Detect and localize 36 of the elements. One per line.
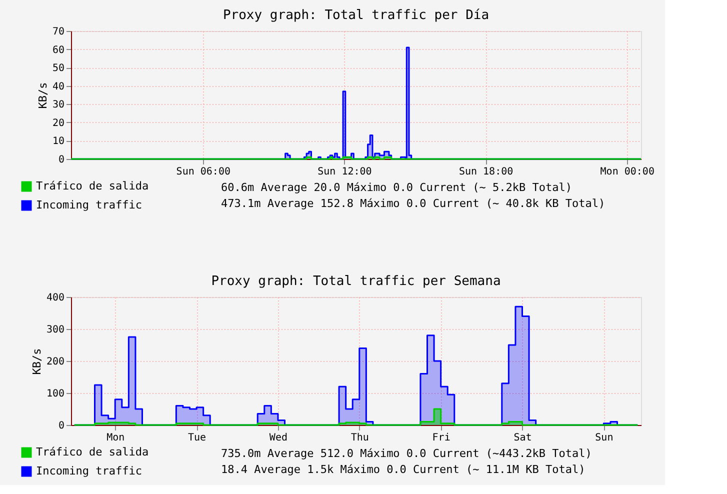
x-tick-label: Mon 00:00 (600, 166, 654, 178)
text: 473.1m Average 152.8 Máximo 0.0 Current (~ 40.8k KB Total) (221, 197, 606, 210)
legend-label: Incoming traffic (36, 198, 142, 212)
legend-label: Tráfico de salida (36, 180, 149, 192)
text: 18.4 Average 1.5k Máximo 0.0 Current (~ 11.1M KB Total) (221, 463, 586, 476)
text: 735.0m Average 512.0 Máximo 0.0 Current (~443.2kB Total) (221, 447, 592, 460)
y-tick-label: 0 (58, 420, 64, 432)
x-tick-label: Tue (188, 432, 206, 444)
x-tick-label: Sun 18:00 (458, 166, 514, 178)
y-tick-label: 100 (46, 388, 64, 400)
y-tick-label: 30 (52, 100, 64, 111)
legend-label: Incoming traffic (36, 464, 142, 478)
y-tick-label: 60 (52, 44, 64, 56)
x-tick-label: Wed (269, 432, 288, 444)
chart-title: Proxy graph: Total traffic per Semana (211, 274, 501, 289)
y-tick-label: 20 (52, 118, 64, 129)
legend-label: Tráfico de salida (36, 446, 149, 458)
y-tick-label: 0 (58, 154, 64, 166)
x-tick-label: Sun 06:00 (176, 166, 230, 178)
y-tick-label: 70 (52, 26, 64, 38)
text: 60.6m Average 20.0 Máximo 0.0 Current (~ 5.2kB Total) (221, 181, 572, 194)
y-axis-title: KB/s (36, 82, 50, 109)
y-tick-label: 10 (52, 136, 64, 148)
x-tick-label: Thu (350, 432, 369, 444)
y-tick-label: 200 (46, 356, 64, 368)
chart-title: Proxy graph: Total traffic per Día (222, 8, 490, 23)
x-tick-label: Sat (514, 432, 532, 444)
y-tick-label: 40 (52, 81, 64, 92)
x-tick-label: Sun (595, 432, 614, 444)
y-tick-label: 400 (46, 292, 64, 304)
x-tick-label: Sun 12:00 (318, 166, 372, 178)
y-tick-label: 50 (52, 63, 64, 74)
x-tick-label: Mon (106, 432, 125, 444)
x-tick-label: Fri (432, 432, 450, 444)
y-tick-label: 300 (46, 324, 64, 336)
y-axis-title: KB/s (30, 348, 44, 375)
